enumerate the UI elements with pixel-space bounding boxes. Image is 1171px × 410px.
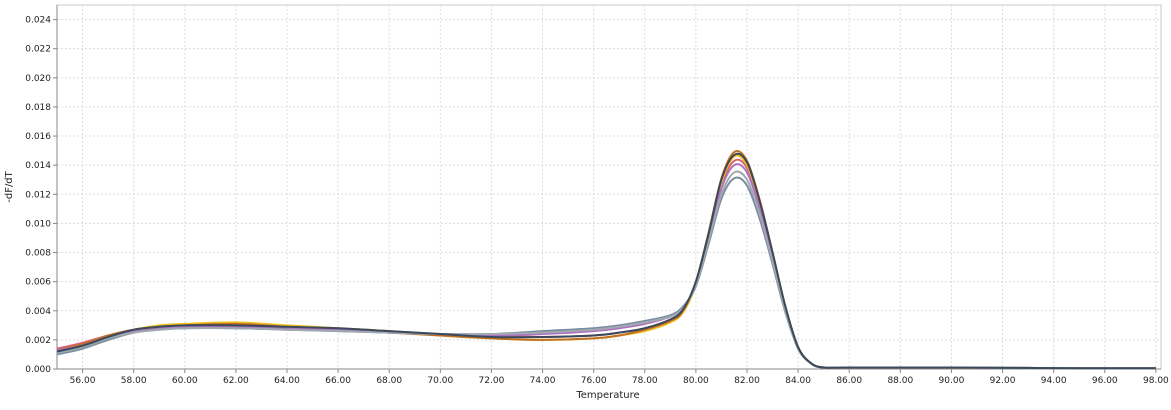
x-tick-label: 86.00 bbox=[836, 376, 862, 386]
y-tick-label: 0.010 bbox=[25, 219, 51, 229]
y-tick-label: 0.024 bbox=[25, 16, 51, 26]
y-tick-label: 0.012 bbox=[25, 190, 51, 200]
x-tick-label: 98.00 bbox=[1143, 376, 1169, 386]
y-tick-label: 0.008 bbox=[25, 249, 51, 259]
y-tick-label: 0.016 bbox=[25, 132, 51, 142]
x-tick-label: 96.00 bbox=[1092, 376, 1118, 386]
x-tick-label: 66.00 bbox=[325, 376, 351, 386]
plot-area-background bbox=[56, 4, 1162, 370]
y-axis-label: -dF/dT bbox=[4, 170, 15, 202]
x-tick-label: 90.00 bbox=[939, 376, 965, 386]
y-tick-label: 0.004 bbox=[25, 307, 51, 317]
x-axis-label: Temperature bbox=[575, 390, 639, 401]
x-tick-label: 92.00 bbox=[990, 376, 1016, 386]
x-tick-label: 74.00 bbox=[530, 376, 556, 386]
y-tick-label: 0.018 bbox=[25, 103, 51, 113]
y-tick-label: 0.022 bbox=[25, 45, 51, 55]
y-tick-label: 0.014 bbox=[25, 161, 51, 171]
x-tick-label: 56.00 bbox=[70, 376, 96, 386]
x-tick-label: 80.00 bbox=[683, 376, 709, 386]
x-tick-label: 62.00 bbox=[223, 376, 249, 386]
x-tick-label: 64.00 bbox=[274, 376, 300, 386]
x-tick-label: 68.00 bbox=[376, 376, 402, 386]
x-tick-label: 78.00 bbox=[632, 376, 658, 386]
y-tick-label: 0.000 bbox=[25, 365, 51, 375]
x-tick-label: 88.00 bbox=[887, 376, 913, 386]
axes bbox=[53, 5, 1161, 373]
x-tick-label: 94.00 bbox=[1041, 376, 1067, 386]
series-line-7 bbox=[56, 152, 1156, 370]
x-tick-label: 58.00 bbox=[121, 376, 147, 386]
y-tick-label: 0.002 bbox=[25, 336, 51, 346]
x-tick-label: 72.00 bbox=[479, 376, 505, 386]
x-tick-label: 84.00 bbox=[785, 376, 811, 386]
x-tick-label: 82.00 bbox=[734, 376, 760, 386]
data-series bbox=[56, 150, 1156, 370]
tick-labels: 56.00 58.00 60.00 62.00 64.00 66.00 68.00 70.00… bbox=[25, 16, 1169, 386]
y-tick-label: 0.020 bbox=[25, 74, 51, 84]
x-tick-label: 76.00 bbox=[581, 376, 607, 386]
x-tick-label: 60.00 bbox=[172, 376, 198, 386]
x-tick-label: 70.00 bbox=[427, 376, 453, 386]
y-tick-label: 0.006 bbox=[25, 278, 51, 288]
grid-lines bbox=[57, 5, 1161, 370]
